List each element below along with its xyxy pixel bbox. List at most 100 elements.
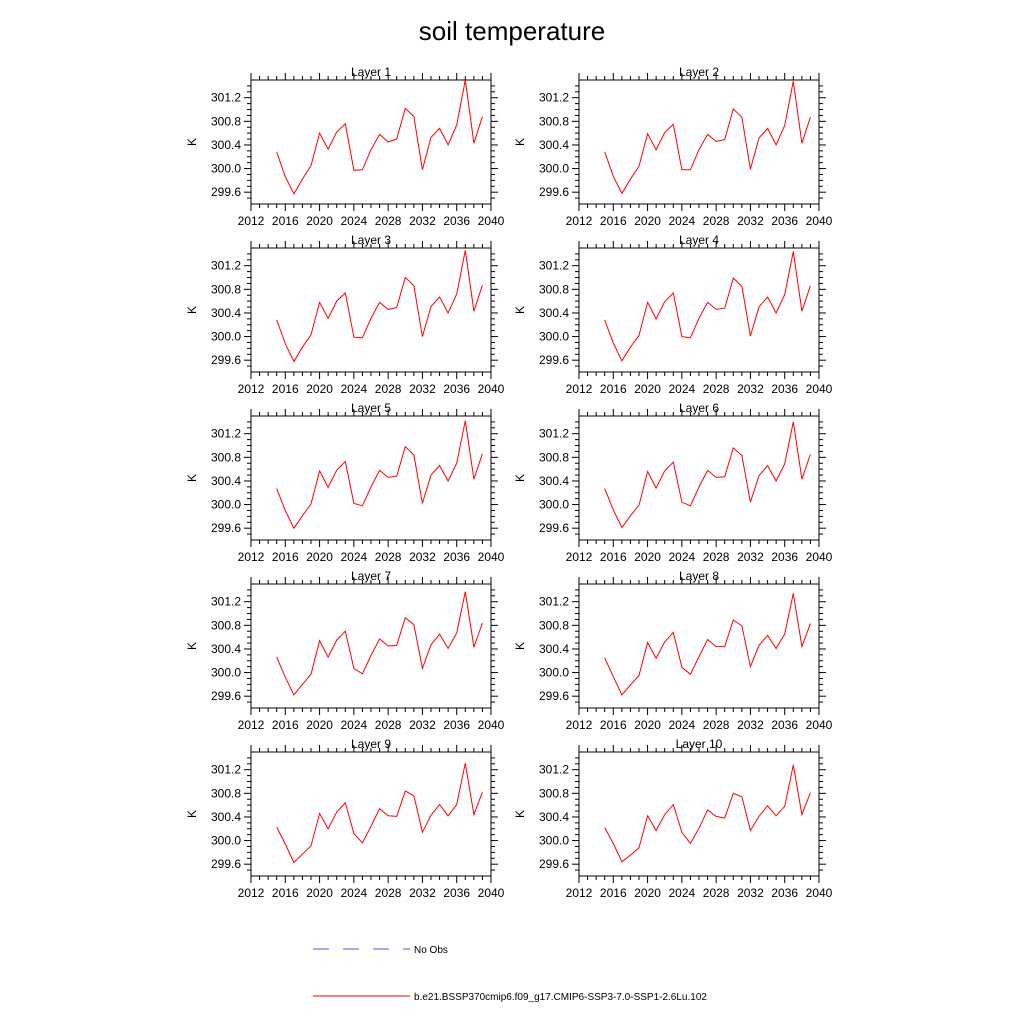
panel-title: Layer 4 <box>679 233 719 247</box>
x-tick-label: 2040 <box>478 886 505 900</box>
x-tick-label: 2040 <box>806 382 833 396</box>
x-tick-label: 2040 <box>806 550 833 564</box>
panel-title: Layer 7 <box>351 569 391 583</box>
x-tick-label: 2016 <box>272 214 299 228</box>
y-tick-label: 300.4 <box>211 474 241 488</box>
plot-frame <box>250 247 492 373</box>
y-tick-label: 300.0 <box>539 498 569 512</box>
y-tick-label: 300.4 <box>211 306 241 320</box>
y-tick-label: 301.2 <box>211 259 241 273</box>
series-line-layer-3 <box>276 250 483 363</box>
x-tick-label: 2020 <box>634 550 661 564</box>
y-tick-label: 300.4 <box>539 474 569 488</box>
y-tick-label: 300.0 <box>539 666 569 680</box>
x-tick-label: 2036 <box>443 550 470 564</box>
x-tick-label: 2024 <box>669 550 696 564</box>
x-tick-label: 2028 <box>703 718 730 732</box>
panel-title: Layer 1 <box>351 65 391 79</box>
panel-layer-2: Layer 2 K 2012 2016 2020 2024 2028 2032 2036 2040… <box>513 65 833 228</box>
y-axis-label: K <box>513 810 527 818</box>
x-tick-label: 2032 <box>409 886 436 900</box>
x-tick-label: 2016 <box>600 550 627 564</box>
y-tick-label: 300.0 <box>211 666 241 680</box>
x-tick-label: 2020 <box>306 718 333 732</box>
y-tick-label: 300.4 <box>211 138 241 152</box>
x-tick-label: 2012 <box>566 550 593 564</box>
y-tick-label: 300.8 <box>539 618 569 632</box>
y-tick-label: 300.0 <box>539 162 569 176</box>
x-tick-label: 2032 <box>737 718 764 732</box>
x-tick-label: 2024 <box>669 886 696 900</box>
panel-layer-5: Layer 5 K 2012 2016 2020 2024 2028 2032 2036 2040… <box>185 401 505 564</box>
x-tick-label: 2028 <box>703 550 730 564</box>
x-tick-label: 2040 <box>806 214 833 228</box>
x-tick-label: 2036 <box>771 214 798 228</box>
x-tick-label: 2028 <box>703 382 730 396</box>
y-tick-label: 299.6 <box>211 521 241 535</box>
x-tick-label: 2036 <box>443 718 470 732</box>
series-line-layer-10 <box>604 764 811 863</box>
x-tick-label: 2040 <box>478 550 505 564</box>
y-tick-label: 301.2 <box>211 595 241 609</box>
y-tick-label: 301.2 <box>539 259 569 273</box>
y-axis-label: K <box>513 474 527 482</box>
x-tick-label: 2020 <box>634 382 661 396</box>
x-tick-label: 2012 <box>238 550 265 564</box>
y-tick-label: 299.6 <box>539 689 569 703</box>
x-tick-label: 2012 <box>238 214 265 228</box>
x-tick-label: 2032 <box>409 214 436 228</box>
y-tick-label: 300.0 <box>211 162 241 176</box>
panel-layer-4: Layer 4 K 2012 2016 2020 2024 2028 2032 2036 2040… <box>513 233 833 396</box>
x-tick-label: 2032 <box>409 718 436 732</box>
y-tick-label: 300.8 <box>211 618 241 632</box>
y-tick-label: 300.4 <box>539 642 569 656</box>
y-axis-label: K <box>185 642 199 650</box>
y-tick-label: 301.2 <box>539 427 569 441</box>
y-tick-label: 300.4 <box>539 810 569 824</box>
x-tick-label: 2036 <box>771 550 798 564</box>
x-tick-label: 2012 <box>238 382 265 396</box>
panel-layer-1: Layer 1 K 2012 2016 2020 2024 2028 2032 2036 2040… <box>185 65 505 228</box>
y-axis-label: K <box>185 306 199 314</box>
y-tick-label: 299.6 <box>211 185 241 199</box>
series-line-layer-8 <box>604 593 811 696</box>
panel-title: Layer 2 <box>679 65 719 79</box>
x-tick-label: 2024 <box>669 718 696 732</box>
plot-frame <box>250 415 492 541</box>
legend: No Obs b.e21.BSSP370cmip6.f09_g17.CMIP6-… <box>313 945 707 1003</box>
panel-title: Layer 8 <box>679 569 719 583</box>
x-tick-label: 2012 <box>566 886 593 900</box>
y-tick-label: 300.8 <box>539 786 569 800</box>
x-tick-label: 2012 <box>566 214 593 228</box>
y-tick-label: 299.6 <box>211 353 241 367</box>
legend-label-no-obs: No Obs <box>414 945 448 956</box>
x-tick-label: 2020 <box>306 550 333 564</box>
y-axis-label: K <box>185 138 199 146</box>
panel-layer-3: Layer 3 K 2012 2016 2020 2024 2028 2032 2036 2040… <box>185 233 505 396</box>
x-tick-label: 2028 <box>703 886 730 900</box>
y-tick-label: 301.2 <box>211 763 241 777</box>
x-tick-label: 2024 <box>669 214 696 228</box>
x-tick-label: 2012 <box>238 886 265 900</box>
series-line-layer-7 <box>276 591 483 696</box>
y-tick-label: 300.0 <box>211 834 241 848</box>
y-tick-label: 299.6 <box>211 689 241 703</box>
x-tick-label: 2036 <box>443 382 470 396</box>
plot-frame <box>578 583 820 709</box>
x-tick-label: 2040 <box>478 214 505 228</box>
y-tick-label: 300.0 <box>211 330 241 344</box>
y-tick-label: 300.8 <box>539 282 569 296</box>
plot-frame <box>578 79 820 205</box>
x-tick-label: 2016 <box>272 550 299 564</box>
panel-title: Layer 10 <box>676 737 723 751</box>
x-tick-label: 2040 <box>478 718 505 732</box>
y-tick-label: 299.6 <box>539 185 569 199</box>
legend-label-model: b.e21.BSSP370cmip6.f09_g17.CMIP6-SSP3-7.… <box>414 992 707 1003</box>
y-tick-label: 299.6 <box>539 353 569 367</box>
x-tick-label: 2036 <box>771 382 798 396</box>
plot-frame <box>250 583 492 709</box>
y-axis-label: K <box>513 138 527 146</box>
x-tick-label: 2028 <box>375 382 402 396</box>
y-axis-label: K <box>185 810 199 818</box>
x-tick-label: 2028 <box>375 886 402 900</box>
